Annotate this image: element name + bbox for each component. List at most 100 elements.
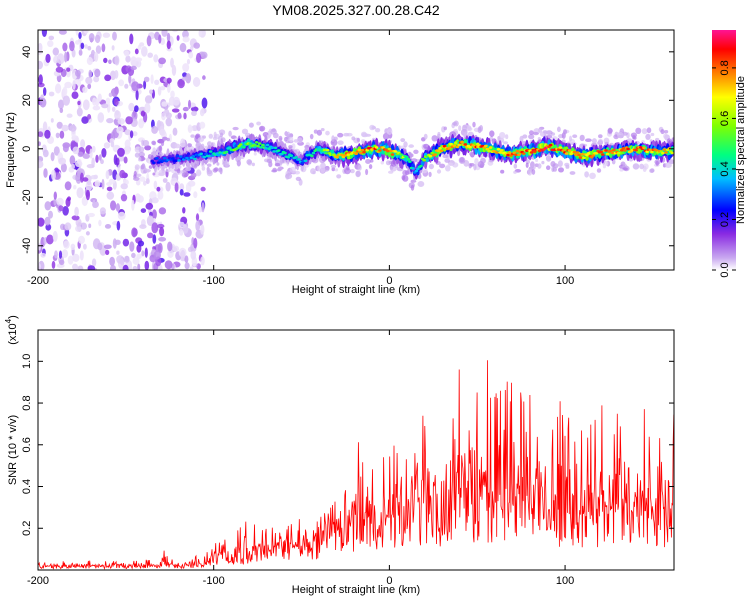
halo-blob [160,140,165,147]
halo-blob [474,158,479,165]
snr-x-tick-label: 100 [556,575,574,587]
colorbar-tick-label: 0.4 [719,161,731,176]
noise-blob [55,83,62,94]
noise-blob [138,106,146,112]
ridge-cell [398,153,403,156]
halo-blob [402,175,409,182]
noise-blob [108,59,112,65]
ridge-cell [578,156,583,159]
noise-blob [117,118,125,125]
ridge-cell [378,149,382,152]
halo-blob [206,163,212,167]
halo-blob [334,168,339,172]
noise-blob [130,65,137,71]
ridge-cell [662,148,667,151]
noise-blob [118,155,125,162]
ridge-cell [507,151,512,155]
ridge-cell [648,148,653,152]
halo-blob [133,176,140,181]
noise-blob [191,110,197,117]
ridge-cell [422,158,427,162]
halo-blob [550,161,556,167]
noise-blob [66,113,73,118]
halo-blob [197,137,205,143]
halo-blob [542,130,548,134]
noise-blob [158,34,162,44]
ridge-cell [452,144,457,147]
noise-blob [97,112,105,123]
noise-blob [86,164,95,169]
noise-blob [171,64,177,76]
halo-blob [325,130,330,136]
noise-blob [147,52,153,58]
noise-blob [157,242,163,254]
ridge-cell [506,153,510,157]
noise-blob [110,200,117,211]
snr-y-tick-label: 0.2 [21,521,33,536]
noise-blob [139,224,147,230]
ridge-cell [216,153,221,157]
halo-blob [170,166,176,174]
ridge-cell [310,154,314,158]
noise-blob [114,110,120,116]
ridge-cell [311,151,316,155]
noise-blob [79,250,84,261]
ridge-cell [645,150,649,153]
ridge-cell [202,155,207,159]
halo-blob [181,172,188,178]
halo-blob [619,168,624,172]
noise-blob [102,32,111,38]
noise-blob [62,86,68,97]
halo-blob [388,170,394,174]
noise-blob [97,93,102,102]
noise-blob [135,179,141,186]
ridge-cell [604,149,608,152]
noise-blob [112,238,117,249]
noise-blob [145,202,154,210]
halo-blob [439,163,446,169]
ridge-cell [191,155,196,158]
halo-blob [219,132,224,138]
colorbar-tick-label: 0.6 [719,111,731,126]
noise-blob [128,102,135,112]
halo-blob [663,133,668,139]
ridge-cell [273,146,278,150]
ridge-cell [386,149,390,153]
noise-blob [158,57,167,65]
halo-blob [458,156,466,164]
noise-blob [72,263,78,270]
noise-blob [140,208,147,214]
noise-blob [111,45,115,51]
halo-blob [650,132,655,137]
noise-blob [192,77,201,87]
ridge-cell [463,138,468,145]
halo-blob [291,143,296,150]
noise-blob [70,243,76,250]
halo-blob [346,165,350,171]
spectrogram-y-tick-label: 40 [21,46,33,58]
noise-blob [108,92,113,98]
noise-blob [172,245,180,252]
ridge-cell [428,154,433,158]
halo-blob [443,126,447,131]
noise-blob [185,73,192,84]
halo-blob [465,126,473,132]
halo-blob [337,132,344,138]
noise-blob [97,242,103,251]
noise-blob [66,71,71,78]
noise-blob [67,255,74,265]
halo-blob [256,121,261,126]
noise-blob [125,116,133,125]
ridge-cell [257,142,262,145]
noise-blob [193,237,198,249]
noise-blob [64,181,72,191]
ridge-cell [238,143,243,146]
ridge-cell [390,153,395,156]
noise-blob [136,244,142,253]
noise-blob [87,45,92,51]
ridge-cell [498,151,502,154]
halo-blob [375,128,381,133]
halo-blob [295,176,302,181]
halo-blob [473,163,477,171]
halo-blob [294,170,300,175]
